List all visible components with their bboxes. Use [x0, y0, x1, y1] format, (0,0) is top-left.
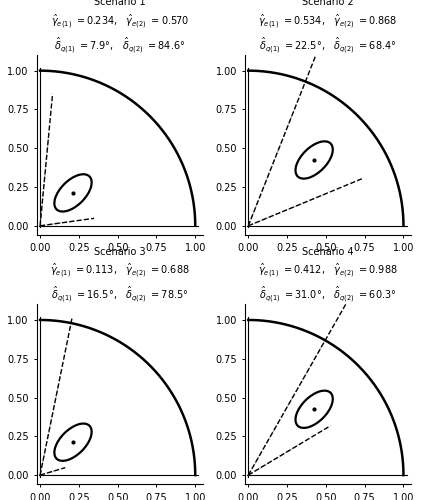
Title: Scenario 3
$\hat{\gamma}_{e(1)}$ $= 0.113$,   $\hat{\gamma}_{e(2)}$ $= 0.688$
$\: Scenario 3 $\hat{\gamma}_{e(1)}$ $= 0.11…	[50, 246, 190, 304]
Title: Scenario 4
$\hat{\gamma}_{e(1)}$ $= 0.412$,   $\hat{\gamma}_{e(2)}$ $= 0.988$
$\: Scenario 4 $\hat{\gamma}_{e(1)}$ $= 0.41…	[258, 246, 398, 304]
Title: Scenario 2
$\hat{\gamma}_{e(1)}$ $= 0.534$,   $\hat{\gamma}_{e(2)}$ $= 0.868$
$\: Scenario 2 $\hat{\gamma}_{e(1)}$ $= 0.53…	[259, 0, 398, 55]
Title: Scenario 1
$\hat{\gamma}_{e(1)}$ $= 0.234$,   $\hat{\gamma}_{e(2)}$ $= 0.570$
$\: Scenario 1 $\hat{\gamma}_{e(1)}$ $= 0.23…	[51, 0, 189, 55]
